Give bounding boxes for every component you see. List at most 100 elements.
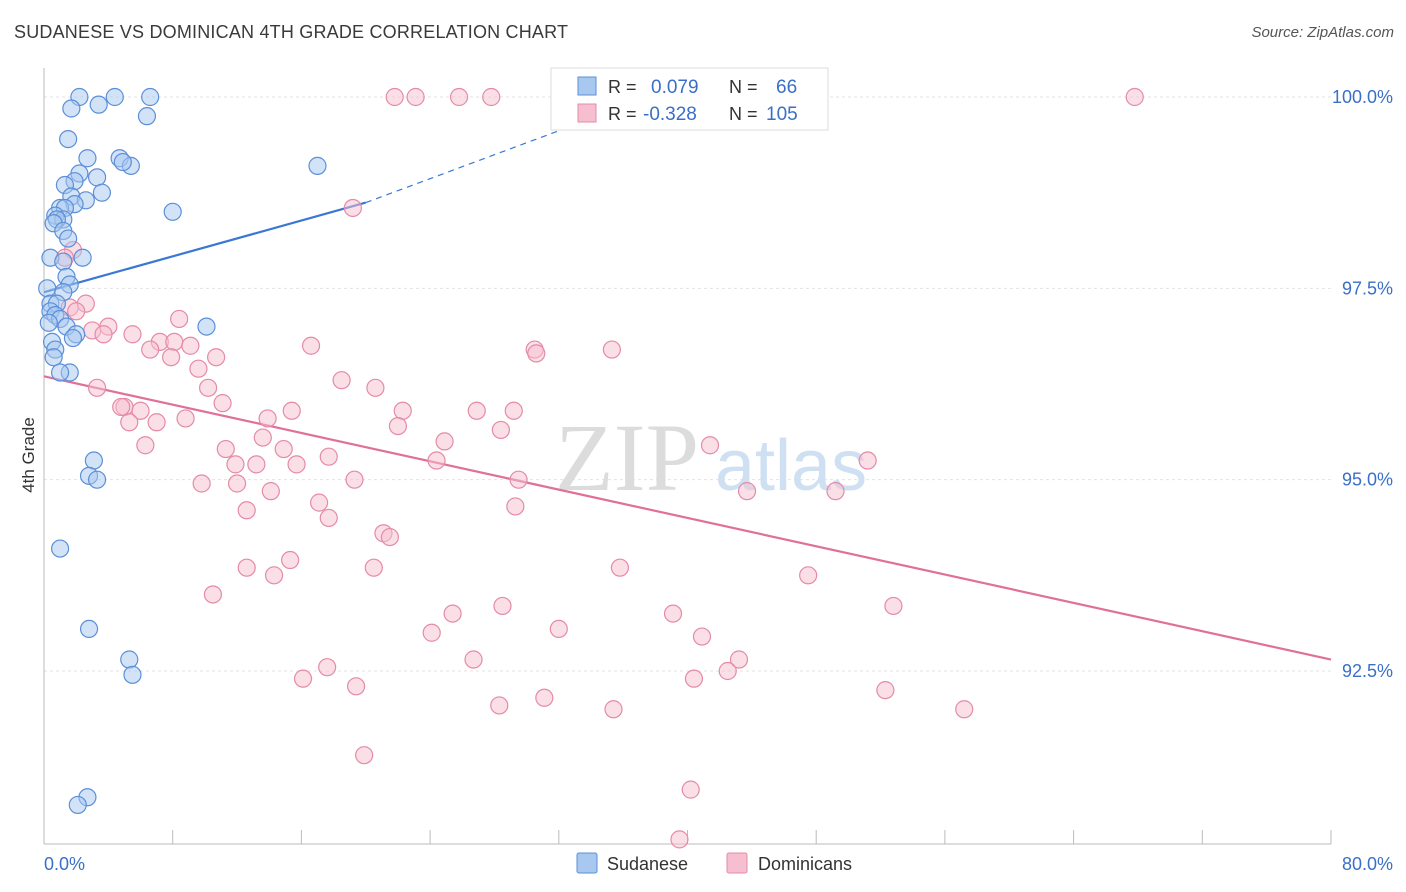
dominican-point-71 bbox=[281, 550, 300, 570]
legend-label-sudanese: Sudanese bbox=[607, 854, 688, 874]
dominican-point-67 bbox=[237, 501, 256, 520]
grid-lines bbox=[44, 96, 1331, 672]
dominican-point-96 bbox=[955, 700, 974, 719]
dominican-point-90 bbox=[684, 669, 704, 688]
dominican-point-64 bbox=[826, 482, 845, 501]
dominican-point-22 bbox=[527, 344, 546, 363]
data-points bbox=[38, 87, 1144, 849]
dominican-point-74 bbox=[610, 558, 630, 577]
watermark-atlas: atlas bbox=[715, 426, 867, 506]
dominican-point-83 bbox=[422, 623, 441, 642]
sudanese-point-59 bbox=[68, 795, 87, 815]
watermark-zip: ZIP bbox=[555, 404, 699, 511]
sudanese-point-29 bbox=[73, 248, 92, 267]
dominican-point-78 bbox=[493, 596, 512, 616]
stats-swatch-dominicans bbox=[577, 103, 597, 123]
dominican-point-15 bbox=[123, 325, 142, 344]
r-value-2: -0.328 bbox=[643, 104, 697, 125]
dominican-point-20 bbox=[301, 336, 321, 355]
dominican-point-95 bbox=[604, 700, 623, 719]
dominican-point-73 bbox=[364, 558, 383, 577]
dominican-point-12 bbox=[170, 309, 189, 329]
sudanese-point-50 bbox=[50, 363, 70, 382]
y-tick-label-0: 92.5% bbox=[1342, 661, 1393, 681]
n-value-1: 66 bbox=[776, 77, 797, 98]
dominican-point-68 bbox=[319, 508, 338, 528]
dominican-point-97 bbox=[355, 746, 374, 765]
dominican-point-24 bbox=[141, 340, 160, 359]
dominican-point-80 bbox=[663, 604, 683, 623]
dominican-point-16 bbox=[94, 325, 113, 344]
y-tick-label-1: 95.0% bbox=[1342, 470, 1393, 490]
dominican-point-93 bbox=[535, 688, 554, 707]
dominican-point-99 bbox=[670, 830, 689, 849]
dominican-point-86 bbox=[729, 650, 749, 669]
tick-labels: 92.5% 95.0% 97.5% 100.0% 0.0% 80.0% bbox=[44, 87, 1393, 874]
dominican-point-57 bbox=[858, 451, 877, 470]
r-label-2: R = bbox=[608, 104, 637, 124]
sudanese-point-53 bbox=[87, 470, 107, 489]
axes bbox=[43, 68, 1332, 845]
y-tick-label-2: 97.5% bbox=[1342, 278, 1393, 298]
dominican-point-53 bbox=[427, 451, 446, 470]
sudanese-point-48 bbox=[44, 348, 63, 367]
dominican-point-44 bbox=[388, 416, 408, 436]
dominican-point-85 bbox=[464, 650, 483, 669]
sudanese-point-57 bbox=[123, 665, 142, 684]
dominican-point-51 bbox=[700, 436, 720, 455]
dominican-point-41 bbox=[176, 409, 195, 428]
dominican-point-58 bbox=[345, 470, 364, 489]
dominican-point-55 bbox=[247, 455, 266, 474]
dominican-point-50 bbox=[274, 439, 293, 459]
x-tick-label-0: 0.0% bbox=[44, 854, 85, 874]
dominican-point-28 bbox=[332, 371, 351, 390]
trend-lines bbox=[43, 100, 1332, 661]
stats-legend-frame bbox=[550, 67, 829, 131]
dominican-point-49 bbox=[216, 439, 235, 459]
dominican-point-43 bbox=[147, 413, 166, 432]
dominican-point-42 bbox=[120, 413, 139, 432]
dominican-point-31 bbox=[366, 378, 385, 397]
dominican-point-40 bbox=[467, 401, 486, 420]
legend-label-dominicans: Dominicans bbox=[758, 854, 852, 874]
legend-swatch-dominicans bbox=[726, 852, 748, 874]
sudanese-point-11 bbox=[308, 156, 327, 175]
dominican-point-34 bbox=[112, 397, 131, 417]
dominican-point-70 bbox=[380, 527, 399, 547]
dominican-point-54 bbox=[226, 455, 245, 474]
dominican-point-84 bbox=[692, 627, 712, 646]
chart-title: SUDANESE VS DOMINICAN 4TH GRADE CORRELAT… bbox=[14, 22, 569, 42]
dominican-point-48 bbox=[136, 436, 155, 455]
dominican-point-87 bbox=[318, 658, 337, 677]
sudanese-point-10 bbox=[113, 152, 132, 172]
legend-swatch-sudanese bbox=[576, 852, 598, 874]
dominican-point-19 bbox=[181, 336, 200, 355]
r-value-1: 0.079 bbox=[651, 77, 699, 98]
sudanese-point-31 bbox=[54, 252, 73, 271]
dominican-point-35 bbox=[131, 401, 150, 420]
sudanese-point-41 bbox=[39, 313, 58, 332]
dominican-point-47 bbox=[435, 432, 454, 451]
dominican-point-37 bbox=[282, 401, 301, 420]
dominican-point-76 bbox=[799, 566, 818, 585]
x-tick-label-1: 80.0% bbox=[1342, 854, 1393, 874]
dominican-point-36 bbox=[258, 409, 277, 428]
dominican-point-72 bbox=[237, 558, 256, 577]
dominican-point-6 bbox=[343, 198, 362, 218]
sudanese-point-6 bbox=[59, 129, 78, 149]
sudanese-point-4 bbox=[62, 99, 81, 118]
dominican-point-1 bbox=[406, 87, 425, 107]
dominican-point-89 bbox=[293, 669, 313, 688]
dominican-point-46 bbox=[253, 428, 272, 447]
sudanese-point-3 bbox=[89, 95, 108, 114]
dominican-point-66 bbox=[506, 497, 525, 516]
dominican-point-92 bbox=[876, 681, 895, 700]
dominican-point-60 bbox=[192, 474, 211, 493]
sudanese-point-43 bbox=[197, 317, 216, 336]
dominican-point-18 bbox=[165, 332, 184, 352]
dominican-point-5 bbox=[1125, 87, 1144, 107]
dominican-point-81 bbox=[884, 596, 903, 616]
dominican-point-79 bbox=[443, 604, 462, 623]
sudanese-trend-line bbox=[43, 201, 367, 294]
